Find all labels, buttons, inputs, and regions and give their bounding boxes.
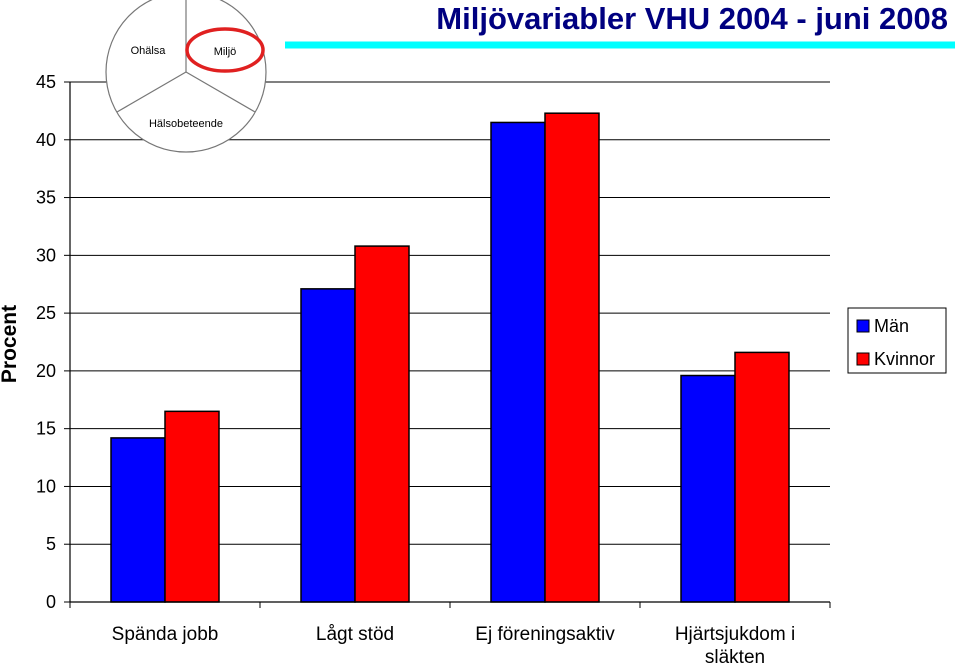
bar-kvinnor bbox=[164, 410, 220, 603]
logo-divider-left bbox=[116, 71, 187, 113]
bar-man bbox=[490, 121, 546, 603]
legend: Män Kvinnor bbox=[847, 307, 947, 374]
logo-diagram: Ohälsa Miljö Hälsobeteende bbox=[105, 0, 267, 153]
axes bbox=[69, 82, 831, 608]
bar-kvinnor bbox=[544, 112, 600, 603]
x-category-labels: Spända jobb Lågt stöd Ej föreningsaktiv Hjä… bbox=[112, 624, 796, 667]
bar-kvinnor bbox=[354, 245, 410, 603]
logo-circle bbox=[105, 0, 267, 153]
x-category-label: Spända jobb bbox=[112, 624, 219, 645]
y-tick-label: 35 bbox=[36, 188, 56, 208]
logo-label-miljo: Miljö bbox=[214, 46, 237, 58]
x-category-label: Hjärtsjukdom i bbox=[675, 624, 795, 645]
logo-label-ohalsa: Ohälsa bbox=[131, 45, 167, 57]
y-tick-labels: 0 5 10 15 20 25 30 35 40 45 bbox=[36, 72, 56, 612]
y-tick-label: 30 bbox=[36, 245, 56, 265]
y-tick-label: 0 bbox=[46, 592, 56, 612]
logo-label-halsobeteende: Hälsobeteende bbox=[149, 118, 223, 130]
legend-swatch-man bbox=[856, 319, 870, 333]
y-tick-label: 40 bbox=[36, 130, 56, 150]
bar-kvinnor bbox=[734, 351, 790, 603]
legend-label-man: Män bbox=[874, 316, 909, 336]
x-category-label: släkten bbox=[705, 647, 765, 667]
chart-title: Miljövariabler VHU 2004 - juni 2008 bbox=[436, 1, 948, 36]
bar-man bbox=[110, 437, 166, 603]
y-tick-label: 20 bbox=[36, 361, 56, 381]
x-category-label: Lågt stöd bbox=[316, 624, 394, 645]
bars bbox=[110, 112, 790, 603]
x-category-label: Ej föreningsaktiv bbox=[475, 624, 615, 645]
legend-box bbox=[847, 307, 947, 374]
y-axis-label: Procent bbox=[0, 305, 21, 383]
logo-highlight-ring bbox=[185, 27, 265, 73]
bar-man bbox=[680, 374, 736, 603]
y-tick-label: 25 bbox=[36, 303, 56, 323]
bar-man bbox=[300, 288, 356, 603]
legend-swatch-kvinnor bbox=[856, 352, 870, 366]
y-tick-label: 5 bbox=[46, 534, 56, 554]
logo-divider-right bbox=[185, 71, 256, 113]
legend-label-kvinnor: Kvinnor bbox=[874, 349, 935, 369]
y-tick-label: 10 bbox=[36, 476, 56, 496]
y-tick-label: 15 bbox=[36, 419, 56, 439]
y-tick-label: 45 bbox=[36, 72, 56, 92]
